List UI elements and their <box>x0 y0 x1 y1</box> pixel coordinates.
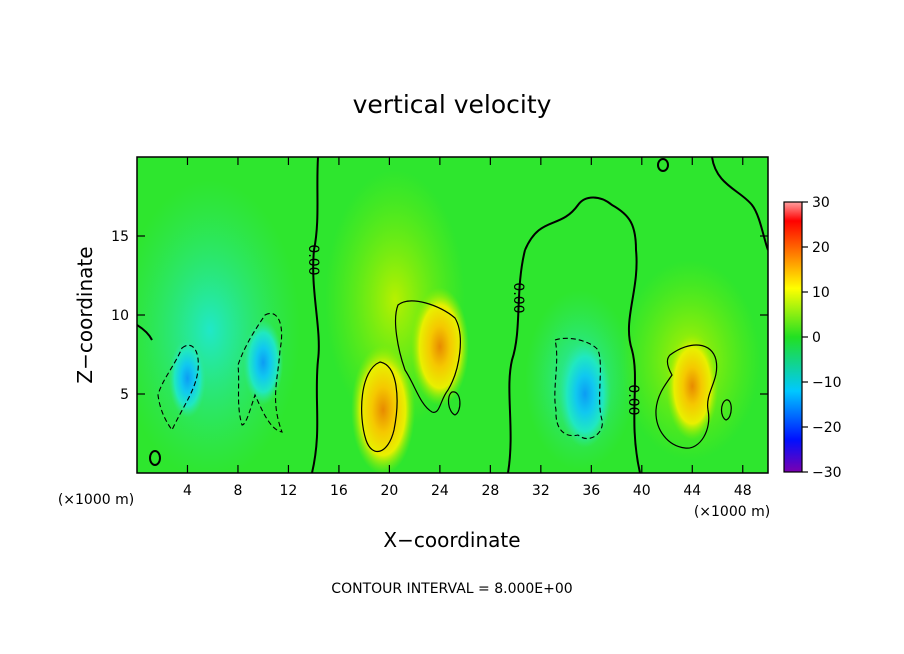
x-axis: 4 8 12 16 20 24 28 32 36 40 44 48 <box>183 157 752 499</box>
x-tick-label: 48 <box>734 483 752 499</box>
colorbar-tick-label: 0 <box>812 330 821 346</box>
zero-contours <box>137 157 768 473</box>
x-tick-label: 24 <box>431 483 449 499</box>
contour-interval-note: CONTOUR INTERVAL = 8.000E+00 <box>331 581 572 597</box>
positive-contours <box>361 300 732 452</box>
x-tick-label: 16 <box>330 483 348 499</box>
x-tick-label: 36 <box>582 483 600 499</box>
negative-contours <box>157 312 603 440</box>
chart-title: vertical velocity <box>353 90 552 119</box>
downdraft-core <box>559 340 612 448</box>
colorbar-tick-label: −20 <box>812 420 842 436</box>
zero-contour-4 <box>711 157 768 251</box>
updraft-core <box>666 332 719 440</box>
x-tick-label: 44 <box>683 483 701 499</box>
colorbar-tick-label: 20 <box>812 240 830 256</box>
y-tick-label: 15 <box>111 229 129 245</box>
x-unit-right: (×1000 m) <box>694 504 770 520</box>
colorbar-ticks: 30 20 10 0 −10 −20 −30 <box>802 195 842 481</box>
y-axis-label: Z−coordinate <box>73 246 97 383</box>
x-axis-label: X−coordinate <box>383 528 520 552</box>
zero-label-3: 0.00 <box>625 384 641 415</box>
colorbar-tick-label: −30 <box>812 465 842 481</box>
x-tick-label: 8 <box>233 483 242 499</box>
zero-label-2: 0.00 <box>510 282 526 313</box>
x-tick-label: 28 <box>481 483 499 499</box>
contour-downdraft-1 <box>554 337 603 440</box>
x-tick-label: 40 <box>633 483 651 499</box>
colorbar-tick-label: −10 <box>812 375 842 391</box>
contour-downdraft-3 <box>157 344 199 432</box>
y-tick-label: 5 <box>120 387 129 403</box>
x-tick-label: 20 <box>380 483 398 499</box>
zero-contour-2 <box>524 196 641 473</box>
x-unit-left: (×1000 m) <box>58 492 134 508</box>
colorbar-tick-label: 10 <box>812 285 830 301</box>
downdraft-core <box>168 338 206 418</box>
colorbar-tick-label: 30 <box>812 195 830 211</box>
colorbar <box>783 201 803 473</box>
updraft-core <box>351 345 416 473</box>
downdraft-core <box>243 320 284 405</box>
zero-contour-5 <box>137 324 153 341</box>
y-axis: 5 10 15 <box>111 229 768 403</box>
y-tick-label: 10 <box>111 308 129 324</box>
contour-updraft-2 <box>394 300 461 413</box>
zero-contour-1 <box>311 157 320 473</box>
zero-contour-3 <box>507 249 526 473</box>
x-tick-label: 12 <box>280 483 298 499</box>
contour-downdraft-2 <box>237 312 283 433</box>
zero-contour-labels: 0.00 0.00 0.00 <box>305 244 641 415</box>
contour-updraft-1 <box>361 361 398 452</box>
velocity-field <box>137 157 768 473</box>
x-tick-label: 4 <box>183 483 192 499</box>
zero-label-1: 0.00 <box>305 244 321 275</box>
contour-updraft-3 <box>655 344 718 449</box>
x-tick-label: 32 <box>532 483 550 499</box>
